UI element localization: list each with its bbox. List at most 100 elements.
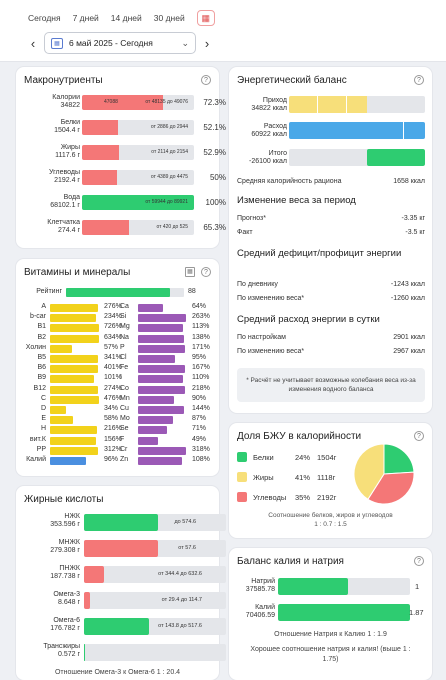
vitamin-label: вит.К: [29, 435, 46, 443]
rating-fill: [66, 288, 170, 297]
table-icon[interactable]: ▦: [185, 267, 195, 277]
calendar-icon[interactable]: ▦: [196, 10, 215, 26]
vitamin-percent: 64%: [192, 303, 207, 310]
bju-pie-chart: [353, 443, 415, 505]
fatty-track: от 344.4 до 632.6: [84, 566, 226, 583]
macro-track: 47088 от 48135 до 49076: [82, 95, 194, 110]
macro-track: от 420 до 525: [82, 220, 194, 235]
total-bar: [289, 149, 425, 166]
vitamin-bar: [138, 426, 167, 435]
prev-arrow-icon[interactable]: ‹: [30, 35, 36, 51]
vitamin-bar: [50, 446, 98, 455]
macro-range: от 2886 до 2944: [150, 124, 188, 130]
vitamin-bar: [138, 375, 183, 384]
vitamin-percent: 312%: [104, 445, 122, 453]
period-30days[interactable]: 30 дней: [153, 13, 185, 23]
vitamin-bar: [50, 355, 98, 363]
vitamin-label: Mo: [120, 415, 130, 423]
vitamin-percent: 476%: [104, 394, 122, 402]
macro-row: Клетчатка 274.4 г от 420 до 525 65.3%: [22, 219, 226, 237]
vitamin-bar: [50, 416, 73, 425]
vitamin-label: H: [40, 425, 46, 433]
vitamin-bar: [138, 334, 184, 343]
daily-expense-title: Средний расход энергии в сутки: [237, 314, 380, 325]
vitamin-label: C: [40, 394, 46, 402]
fatty-range: до 574.6: [174, 519, 196, 525]
pie-slice-2: [367, 471, 415, 505]
bju-legend-item: Белки 24% 1504г: [237, 452, 336, 462]
vitamin-bar: [138, 395, 175, 404]
vitamin-label: B5: [37, 354, 46, 361]
vitamin-percent: 58%: [104, 415, 119, 423]
vitamin-label: B9: [37, 374, 46, 382]
date-range-value: 6 май 2025 - Сегодня: [69, 38, 153, 48]
vitamin-percent: 110%: [192, 374, 210, 382]
natrium-num: 1: [415, 582, 420, 591]
vitamin-percent: 87%: [192, 415, 207, 423]
weight-change-row: По изменению веса* -1260 ккал: [237, 295, 425, 302]
natrium-bar: [278, 578, 410, 595]
vitamin-bar: [138, 324, 183, 333]
macro-row: Белки 1504.4 г от 2886 до 2944 52.1%: [22, 119, 226, 137]
macro-range: от 2114 до 2154: [151, 149, 188, 155]
macro-fill: [82, 195, 194, 210]
macro-row: Калории 34822 47088 от 48135 до 49076 72.3%: [22, 94, 226, 112]
date-range-select[interactable]: ▦ 6 май 2025 - Сегодня ⌄: [44, 32, 196, 54]
macro-percent: 72.3%: [203, 98, 226, 107]
vitamin-bar: [138, 304, 163, 312]
kna-verdict: Хорошее соотношение натрия и калия! (выш…: [250, 646, 411, 663]
macros-title: Макронутриенты: [24, 75, 103, 86]
pie-slice-1: [353, 443, 385, 501]
help-icon[interactable]: ?: [414, 75, 424, 85]
date-navigator: ‹ ▦ 6 май 2025 - Сегодня ⌄ ›: [22, 32, 218, 54]
vitamin-percent: 71%: [192, 425, 207, 433]
vitamin-percent: 34%: [104, 405, 119, 412]
vitamin-label: E: [41, 415, 46, 423]
intake-bar: [289, 96, 425, 113]
period-7days[interactable]: 7 дней: [72, 13, 99, 23]
vitamin-label: Холин: [25, 343, 46, 351]
fatty-title: Жирные кислоты: [24, 494, 104, 505]
fatty-range: от 29.4 до 114.7: [161, 597, 202, 603]
vitamin-label: Se: [120, 425, 129, 433]
vitamin-label: Zn: [120, 456, 129, 463]
vitamin-label: Калий: [26, 456, 46, 463]
vitamin-bar: [138, 344, 185, 353]
next-arrow-icon[interactable]: ›: [204, 35, 210, 51]
period-14days[interactable]: 14 дней: [110, 13, 142, 23]
vitamin-bar: [138, 406, 184, 414]
vitamin-label: Ca: [120, 303, 129, 310]
bju-title: Доля БЖУ в калорийности: [237, 431, 362, 442]
settings-row: По настройкам 2901 ккал: [237, 334, 425, 341]
vitamin-bar: [138, 365, 185, 374]
help-icon[interactable]: ?: [414, 556, 424, 566]
macro-range: от 59944 до 89921: [145, 199, 188, 205]
date-filter-bar: Сегодня 7 дней 14 дней 30 дней ▦ ‹ ▦ 6 м…: [0, 0, 446, 62]
macro-track: от 2114 до 2154: [82, 145, 194, 160]
help-icon[interactable]: ?: [201, 267, 211, 277]
fatty-fill: [84, 514, 158, 531]
fatty-label: Омега-3 8.648 г: [53, 591, 80, 606]
macro-fill: [82, 145, 119, 160]
macro-fill: [82, 220, 130, 235]
legend-swatch: [237, 492, 247, 502]
fatty-track: от 57.6: [84, 540, 226, 557]
kna-ratio: Отношение Натрия к Калию 1 : 1.9: [274, 631, 387, 638]
vitamins-title: Витамины и минералы: [24, 267, 131, 278]
vitamin-bar: [50, 344, 72, 353]
vitamin-percent: 113%: [192, 323, 210, 331]
help-icon[interactable]: ?: [201, 75, 211, 85]
kalium-label: Калий 70406.59: [245, 604, 275, 619]
vitamin-bar: [50, 324, 100, 333]
macros-card: Макронутриенты ? Калории 34822 47088 от 481…: [16, 67, 226, 248]
vitamin-percent: 401%: [104, 364, 122, 372]
vitamin-bar: [138, 446, 186, 455]
period-today[interactable]: Сегодня: [28, 13, 61, 23]
fatty-row: Омега-3 8.648 г от 29.4 до 114.7: [22, 589, 226, 611]
help-icon[interactable]: ?: [414, 431, 424, 441]
fatty-label: ПНЖК 187.738 г: [50, 565, 80, 580]
total-fill: [366, 149, 425, 166]
macro-label: Вода 68102.1 г: [50, 194, 80, 209]
vitamin-label: B2: [37, 333, 46, 341]
vitamin-percent: 144%: [192, 405, 210, 412]
